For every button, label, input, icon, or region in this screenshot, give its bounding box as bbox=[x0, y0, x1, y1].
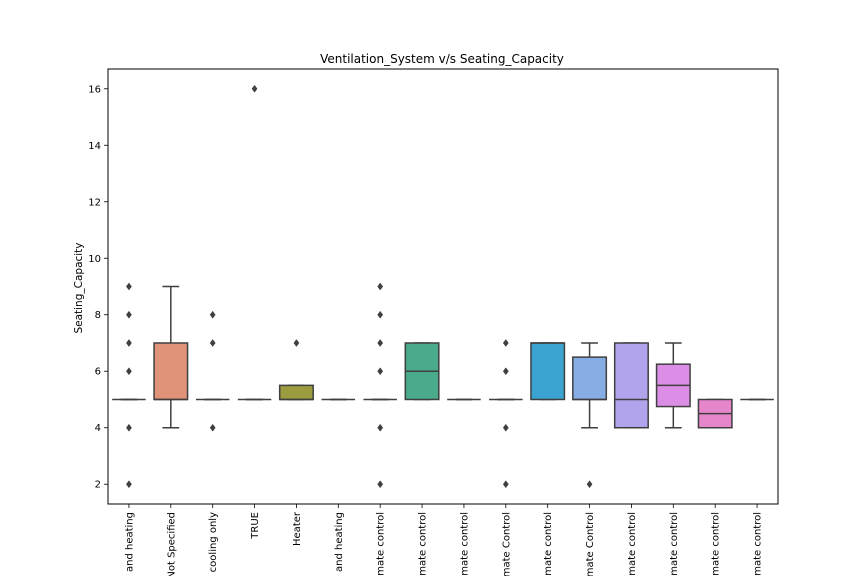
x-tick-label: mate control bbox=[418, 512, 429, 576]
outlier-point bbox=[126, 339, 132, 347]
outlier-point bbox=[293, 339, 300, 347]
box-body bbox=[572, 356, 608, 401]
y-tick-label: 16 bbox=[88, 84, 101, 95]
y-tick-label: 2 bbox=[95, 480, 101, 491]
box-body bbox=[613, 342, 649, 429]
outlier-point bbox=[377, 367, 384, 376]
outlier-point bbox=[126, 423, 132, 432]
outlier-point bbox=[377, 339, 384, 347]
x-tick-label: mate control bbox=[459, 512, 470, 576]
outlier-point bbox=[377, 310, 384, 319]
x-tick-label: and heating bbox=[124, 512, 135, 572]
outlier-point bbox=[377, 480, 384, 489]
outlier-point bbox=[251, 84, 258, 93]
chart-title: Ventilation_System v/s Seating_Capacity bbox=[320, 52, 564, 66]
outlier-point bbox=[502, 480, 509, 489]
x-tick-label: mate Control bbox=[501, 512, 512, 576]
x-tick-label: mate control bbox=[543, 512, 554, 576]
box-body bbox=[278, 384, 314, 401]
outlier-point bbox=[502, 367, 509, 376]
outlier-point bbox=[377, 282, 384, 291]
outlier-point bbox=[209, 423, 216, 432]
x-tick-label: mate control bbox=[376, 512, 387, 576]
x-tick-label: mate control bbox=[627, 512, 638, 576]
x-tick-label: Heater bbox=[292, 511, 303, 546]
outlier-point bbox=[126, 480, 132, 489]
outlier-point bbox=[126, 282, 132, 291]
outlier-point bbox=[502, 339, 509, 347]
x-tick-label: Not Specified bbox=[166, 512, 177, 576]
outlier-point bbox=[209, 339, 216, 347]
outlier-point bbox=[377, 423, 384, 432]
outlier-point bbox=[209, 310, 216, 319]
y-tick-label: 4 bbox=[95, 423, 101, 434]
x-tick-label: mate control bbox=[711, 512, 722, 576]
box-body bbox=[153, 342, 189, 401]
y-tick-label: 6 bbox=[95, 367, 101, 378]
y-tick-label: 14 bbox=[88, 141, 101, 152]
box-body bbox=[530, 342, 566, 401]
y-tick-label: 10 bbox=[88, 254, 101, 265]
outlier-point bbox=[126, 310, 132, 319]
x-tick-label: mate control bbox=[669, 512, 680, 576]
y-axis-label: Seating_Capacity bbox=[73, 242, 85, 333]
x-tick-label: cooling only bbox=[208, 512, 219, 572]
plot-frame bbox=[107, 68, 779, 505]
outlier-point bbox=[502, 423, 509, 432]
x-tick-label: TRUE bbox=[250, 512, 261, 540]
outlier-point bbox=[586, 480, 593, 489]
x-tick-label: mate Control bbox=[585, 512, 596, 576]
plot-area: 2 4 6 8 10 12 14 16 and heating Not Specified cool… bbox=[88, 84, 774, 576]
y-tick-label: 12 bbox=[88, 197, 101, 208]
x-tick-label: mate control bbox=[753, 512, 764, 576]
outlier-point bbox=[126, 367, 132, 376]
y-tick-label: 8 bbox=[95, 310, 101, 321]
x-tick-label: and heating bbox=[334, 512, 345, 572]
